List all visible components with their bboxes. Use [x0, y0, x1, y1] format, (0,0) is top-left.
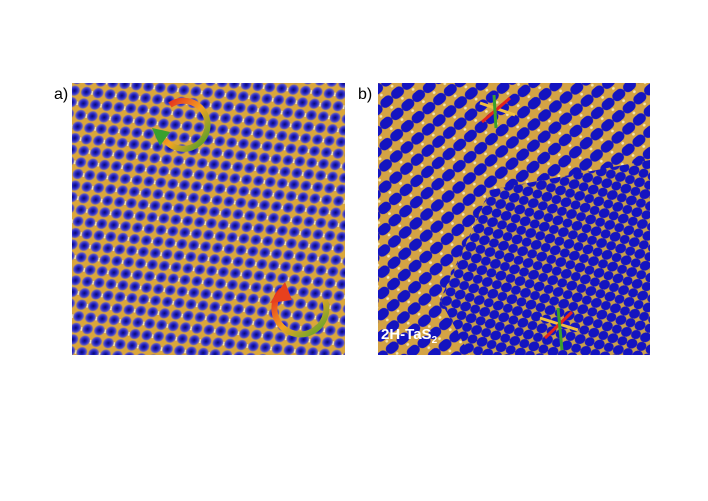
material-subscript: 2 — [431, 335, 438, 346]
axes-glyph — [479, 94, 516, 129]
rotation-arrow — [152, 97, 211, 152]
panel-b-domain — [440, 160, 650, 355]
material-name: 2H-TaS — [381, 326, 432, 343]
material-label: 2H-TaS2 — [381, 326, 437, 346]
panel-label: b) — [358, 86, 373, 103]
axes-glyph — [539, 307, 579, 351]
panel-label: a) — [54, 86, 69, 103]
rotation-arrow — [270, 282, 330, 338]
